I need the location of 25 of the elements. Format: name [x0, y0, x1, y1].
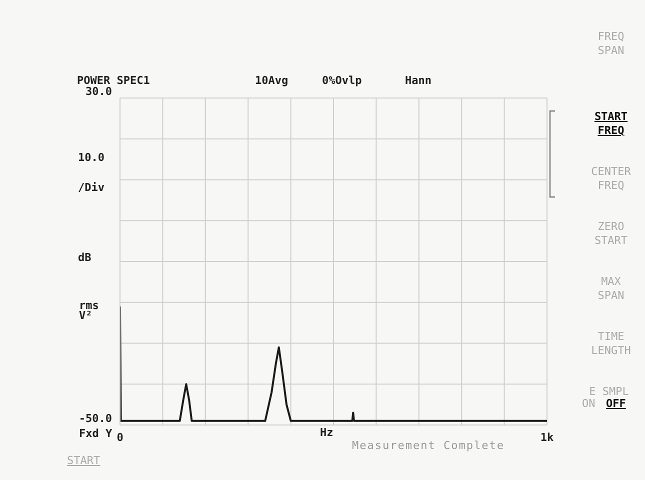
- text: E SMPL: [588, 385, 630, 398]
- y-axis-title: dB: [78, 251, 92, 264]
- text: rms: [79, 299, 99, 312]
- text: FREQ SPAN: [596, 30, 626, 58]
- text: Measurement Complete: [352, 439, 504, 452]
- text: START FREQ: [593, 110, 629, 138]
- text: ON: [582, 397, 596, 410]
- x-tick-label: 0: [116, 430, 124, 444]
- text: V²: [79, 309, 92, 322]
- text: CENTER FREQ: [590, 165, 632, 193]
- text: OFF: [606, 397, 626, 410]
- text: Hann: [405, 74, 432, 87]
- x-axis-title: Hz: [320, 426, 334, 439]
- x-tick-label: 1k: [540, 430, 554, 444]
- text: ZERO START: [593, 220, 629, 248]
- chart-title: POWER SPEC1: [77, 74, 150, 87]
- text: 0%Ovlp: [322, 74, 362, 87]
- text: Fxd Y: [79, 427, 112, 440]
- text: START: [67, 454, 100, 467]
- y-tick-label: 30.0: [86, 84, 112, 98]
- y-tick-label: -50.0: [78, 412, 112, 425]
- text: MAX SPAN: [596, 275, 626, 303]
- text: 10.0 /Div: [78, 151, 104, 194]
- text: 10Avg: [255, 74, 288, 87]
- text: TIME LENGTH: [590, 330, 632, 358]
